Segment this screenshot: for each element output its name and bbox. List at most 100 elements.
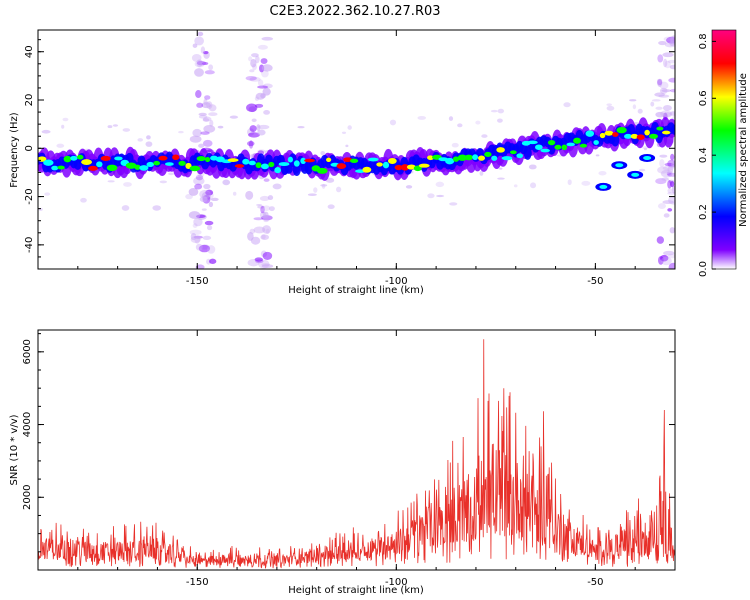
heatmap-speckle [449, 202, 458, 206]
heatmap-ridge-peak [63, 155, 72, 163]
heatmap-scatter-blob [670, 88, 675, 93]
heatmap-ridge-peak [278, 162, 290, 167]
heatmap-speckle [427, 193, 435, 199]
heatmap-ridge-peak [636, 134, 645, 141]
top-x-tick-label: -150 [186, 276, 209, 287]
heatmap-scatter-blob [664, 162, 674, 167]
heatmap-ridge-peak [547, 139, 556, 146]
heatmap-scatter-blob [257, 44, 268, 50]
heatmap-speckle [581, 180, 591, 186]
heatmap-ridge-peak [573, 137, 581, 144]
heatmap-scatter-blob [194, 68, 204, 77]
heatmap-ridge-peak [535, 144, 543, 150]
heatmap-ridge-peak [76, 154, 84, 160]
heatmap-ridge-peak [336, 163, 347, 169]
heatmap-scatter-blob [205, 189, 214, 196]
heatmap-scatter-blob [195, 174, 204, 181]
heatmap-scatter-blob [190, 232, 197, 241]
heatmap-scatter-blob [204, 95, 211, 100]
heatmap-speckle [268, 206, 275, 212]
heatmap-scatter-blob [204, 70, 215, 75]
heatmap-scatter-blob [206, 225, 213, 231]
heatmap-speckle [307, 193, 317, 197]
top-x-tick-label: -50 [587, 276, 603, 287]
colorbar [712, 30, 736, 269]
heatmap-speckle [643, 147, 647, 151]
heatmap-scatter-blob [189, 135, 202, 143]
heatmap-scatter-blob [200, 131, 210, 135]
heatmap-speckle [121, 205, 130, 211]
heatmap-scatter-blob [192, 128, 202, 138]
heatmap-speckle [145, 141, 153, 147]
heatmap-ridge-peak [585, 130, 595, 137]
heatmap-scatter-blob [657, 79, 663, 87]
heatmap-scatter-blob [203, 124, 216, 133]
heatmap-scatter-blob [661, 89, 671, 93]
heatmap-speckle [320, 184, 328, 187]
heatmap-scatter-blob [261, 64, 273, 72]
heatmap-scatter-blob [257, 149, 266, 153]
heatmap-scatter-blob [663, 58, 668, 68]
heatmap-ridge-peak [445, 157, 455, 165]
heatmap-scatter-blob [248, 132, 260, 138]
heatmap-scatter-blob [659, 87, 668, 94]
heatmap-scatter-blob [657, 166, 669, 174]
colorbar-tick-label: 0.6 [698, 90, 709, 106]
heatmap-scatter-blob [202, 118, 210, 122]
heatmap-ridge-peak [153, 160, 161, 166]
figure-title: C2E3.2022.362.10.27.R03 [269, 4, 440, 19]
heatmap-ridge-peak [464, 154, 474, 161]
heatmap-ridge-peak [656, 126, 664, 131]
heatmap-ridge-core [611, 133, 620, 147]
heatmap-scatter-blob [671, 161, 675, 168]
heatmap-speckle [313, 187, 318, 193]
bottom-x-tick-label: -150 [186, 577, 209, 588]
heatmap-scatter-blob [198, 244, 211, 253]
heatmap-scatter-blob [245, 190, 254, 200]
heatmap-scatter-blob [260, 205, 265, 214]
heatmap-scatter-blob [194, 36, 205, 46]
heatmap-ridge-peak [644, 129, 650, 136]
heatmap-speckle [80, 197, 87, 203]
heatmap-scatter-blob [669, 111, 675, 116]
heatmap-speckle [345, 144, 349, 148]
heatmap-scatter-blob [188, 211, 201, 219]
heatmap-speckle [513, 184, 518, 188]
heatmap-speckle [498, 167, 503, 170]
colorbar-tick-label: 0.0 [698, 261, 709, 277]
heatmap-scatter-blob [208, 104, 217, 112]
heatmap-speckle [178, 130, 184, 134]
heatmap-speckle [497, 108, 505, 114]
heatmap-scatter-blob [255, 92, 265, 100]
heatmap-ridge-peak [87, 165, 98, 171]
heatmap-scatter-blob [250, 58, 257, 68]
heatmap-scatter-blob [253, 226, 266, 234]
heatmap-ridge-peak [114, 156, 123, 161]
heatmap-speckle [159, 180, 168, 184]
top-axes: -150 -100 -50 -40 -20 0 20 40 [24, 30, 676, 287]
heatmap-speckle [490, 109, 498, 113]
heatmap-ridge-peak [70, 155, 78, 161]
heatmap-ridge-core [523, 146, 532, 160]
heatmap-scatter-blob [668, 262, 675, 269]
heatmap-scatter-blob [262, 225, 271, 234]
heatmap-ridge-peak [579, 143, 588, 148]
heatmap-speckle [222, 179, 231, 186]
heatmap-speckle [638, 168, 646, 172]
heatmap-scatter-blob [194, 60, 205, 68]
heatmap-scatter-blob [667, 159, 675, 168]
heatmap-ridge-peak [146, 161, 155, 167]
heatmap-scatter-blob [658, 40, 667, 46]
heatmap-ridge-peak [96, 161, 103, 168]
heatmap-scatter-blob [247, 140, 255, 147]
heatmap-speckle [56, 143, 65, 148]
heatmap-ridge-peak [287, 156, 294, 163]
heatmap-speckle [44, 192, 51, 196]
heatmap-speckle [320, 151, 326, 156]
heatmap-speckle [629, 99, 637, 102]
heatmap-ridge-peak [350, 158, 359, 164]
heatmap-scatter-blob [261, 69, 269, 78]
heatmap-scatter-blob [669, 40, 675, 47]
heatmap-speckle [651, 99, 661, 102]
heatmap-scatter-blob [249, 228, 256, 234]
